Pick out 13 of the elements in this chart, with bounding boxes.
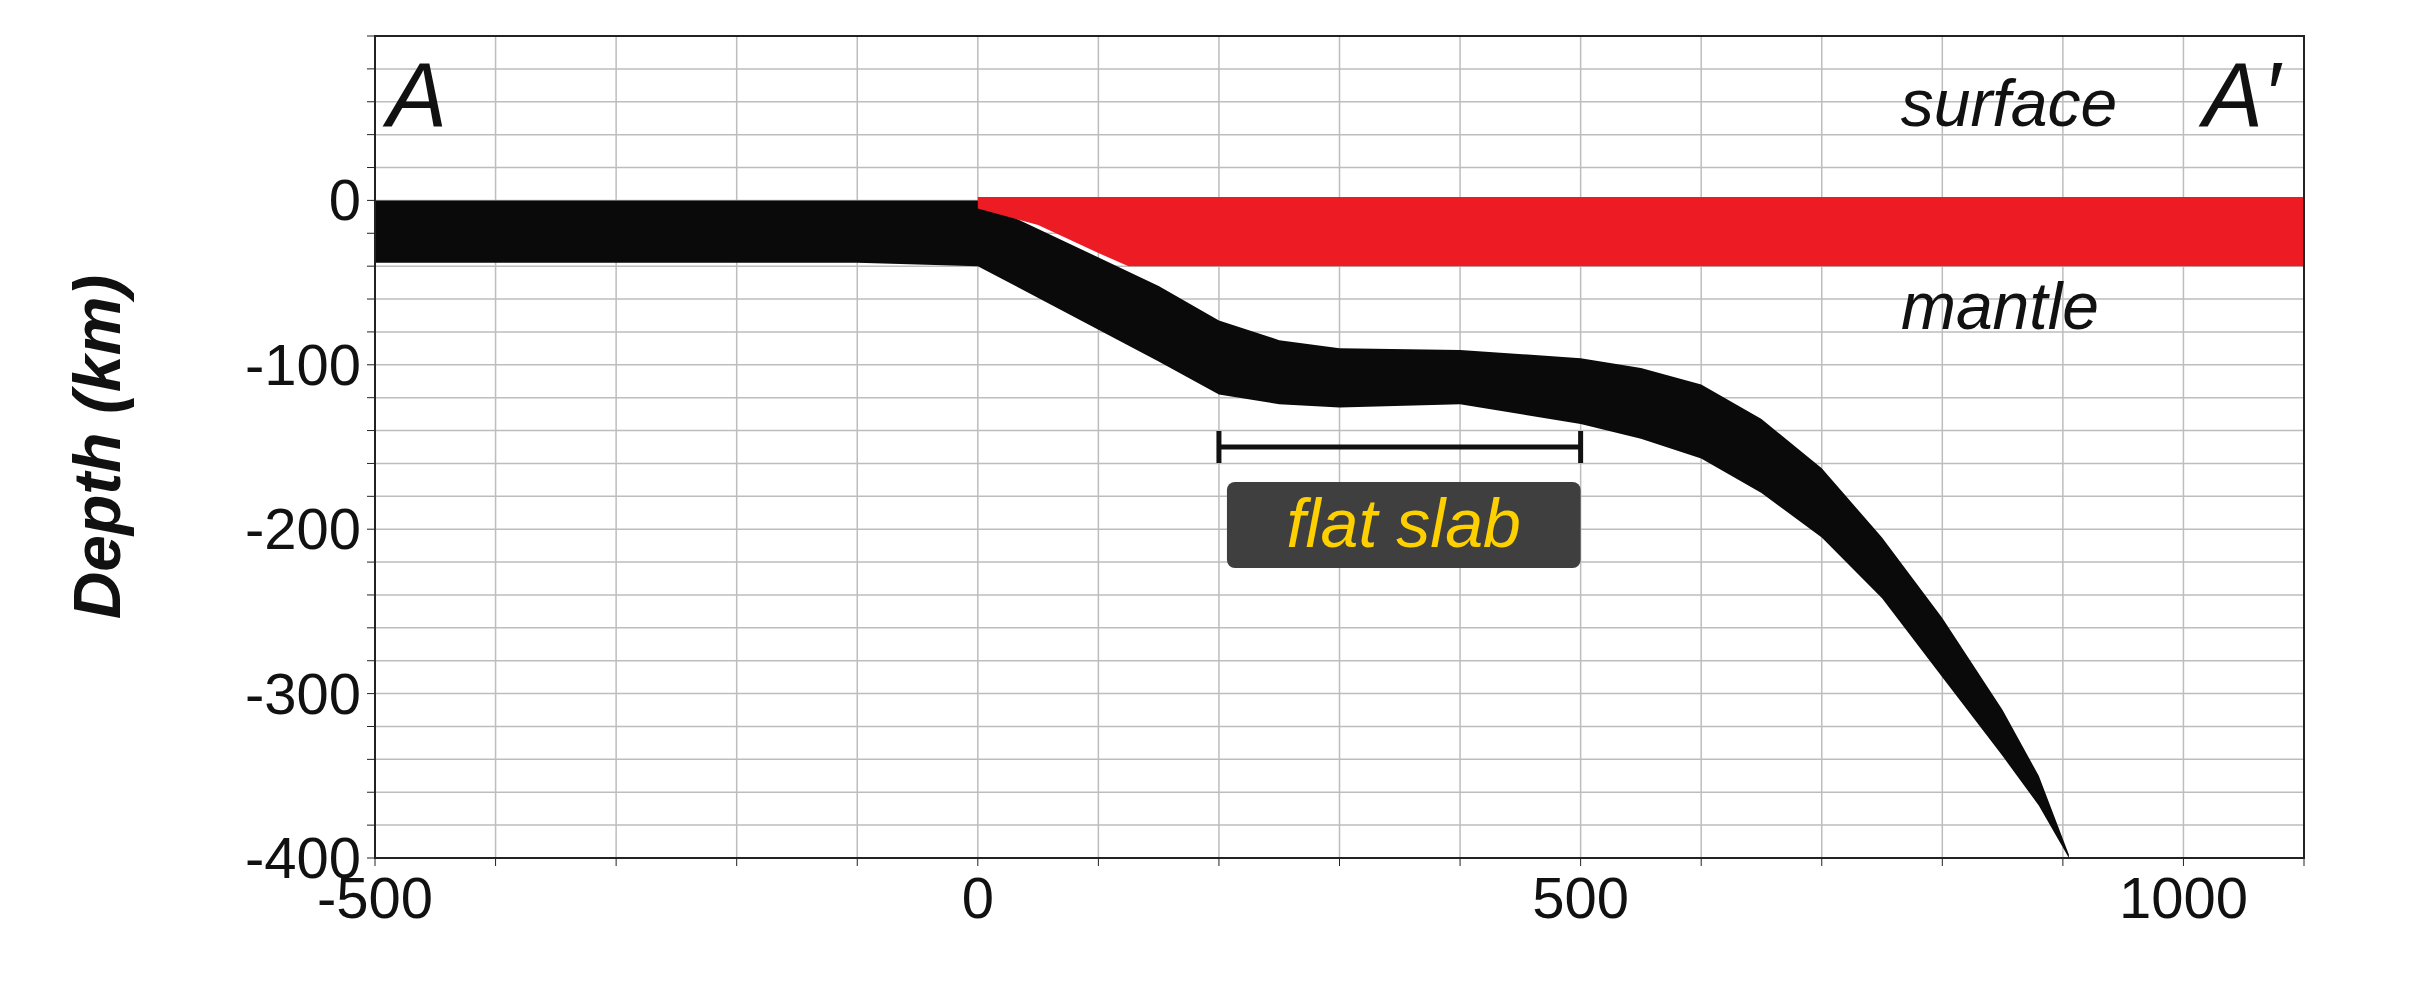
annotation: A (382, 45, 448, 146)
y-tick-label: -300 (244, 660, 361, 726)
annotation: mantle (1900, 268, 2100, 343)
x-tick-label: 500 (1532, 865, 1630, 930)
y-axis-title: Depth (km) (60, 274, 134, 620)
y-tick-label: -100 (244, 331, 361, 397)
annotation: flat slab (1286, 485, 1521, 561)
y-tick-label: -200 (244, 496, 361, 562)
y-tick-label: 0 (328, 167, 361, 233)
x-tick-label: 0 (961, 865, 994, 930)
annotation: A′ (2197, 45, 2284, 146)
x-tick-label: 1000 (2118, 865, 2248, 930)
annotation: surface (1900, 66, 2118, 141)
